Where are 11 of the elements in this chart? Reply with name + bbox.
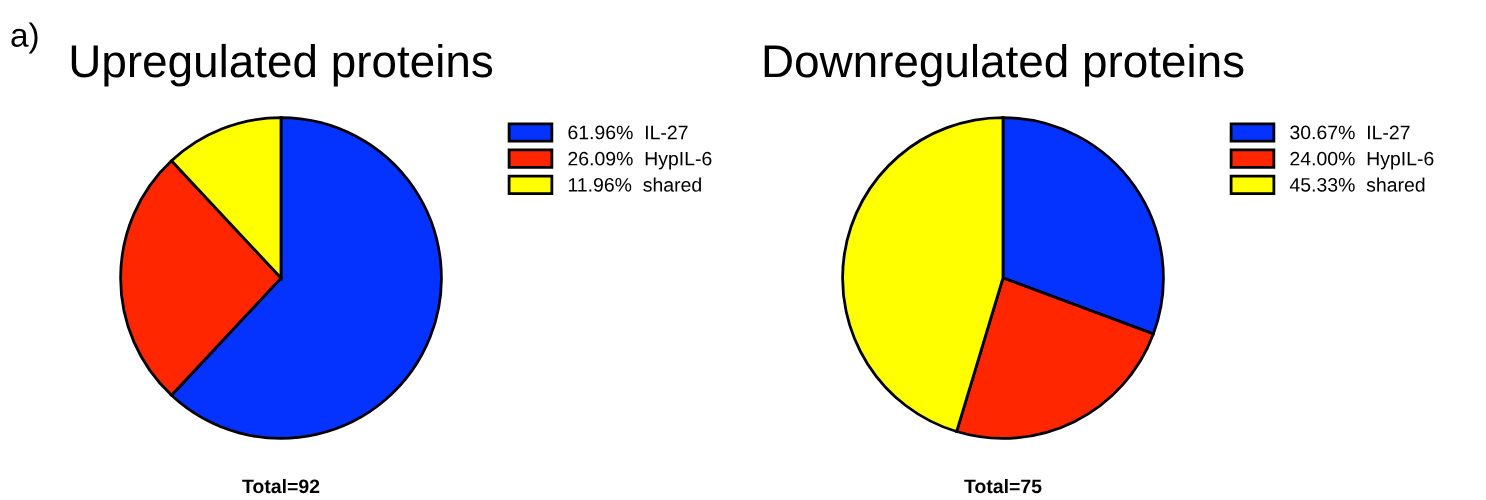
chart-title: Upregulated proteins (71, 43, 493, 87)
legend-label: 26.09% HypIL-6 (568, 151, 712, 170)
legend-label: 30.67% IL-27 (1290, 125, 1410, 140)
text: a) (11, 22, 38, 54)
text: Total=75 (964, 478, 1042, 494)
chart-title: Downregulated proteins (764, 43, 1244, 87)
legend-label: 11.96% shared (568, 177, 701, 192)
legend-label: 24.00% HypIL-6 (1290, 151, 1434, 170)
legend-label: 45.33% shared (1289, 177, 1425, 192)
legend-label: 61.96% IL-27 (568, 125, 688, 140)
text: Total=92 (242, 478, 320, 494)
